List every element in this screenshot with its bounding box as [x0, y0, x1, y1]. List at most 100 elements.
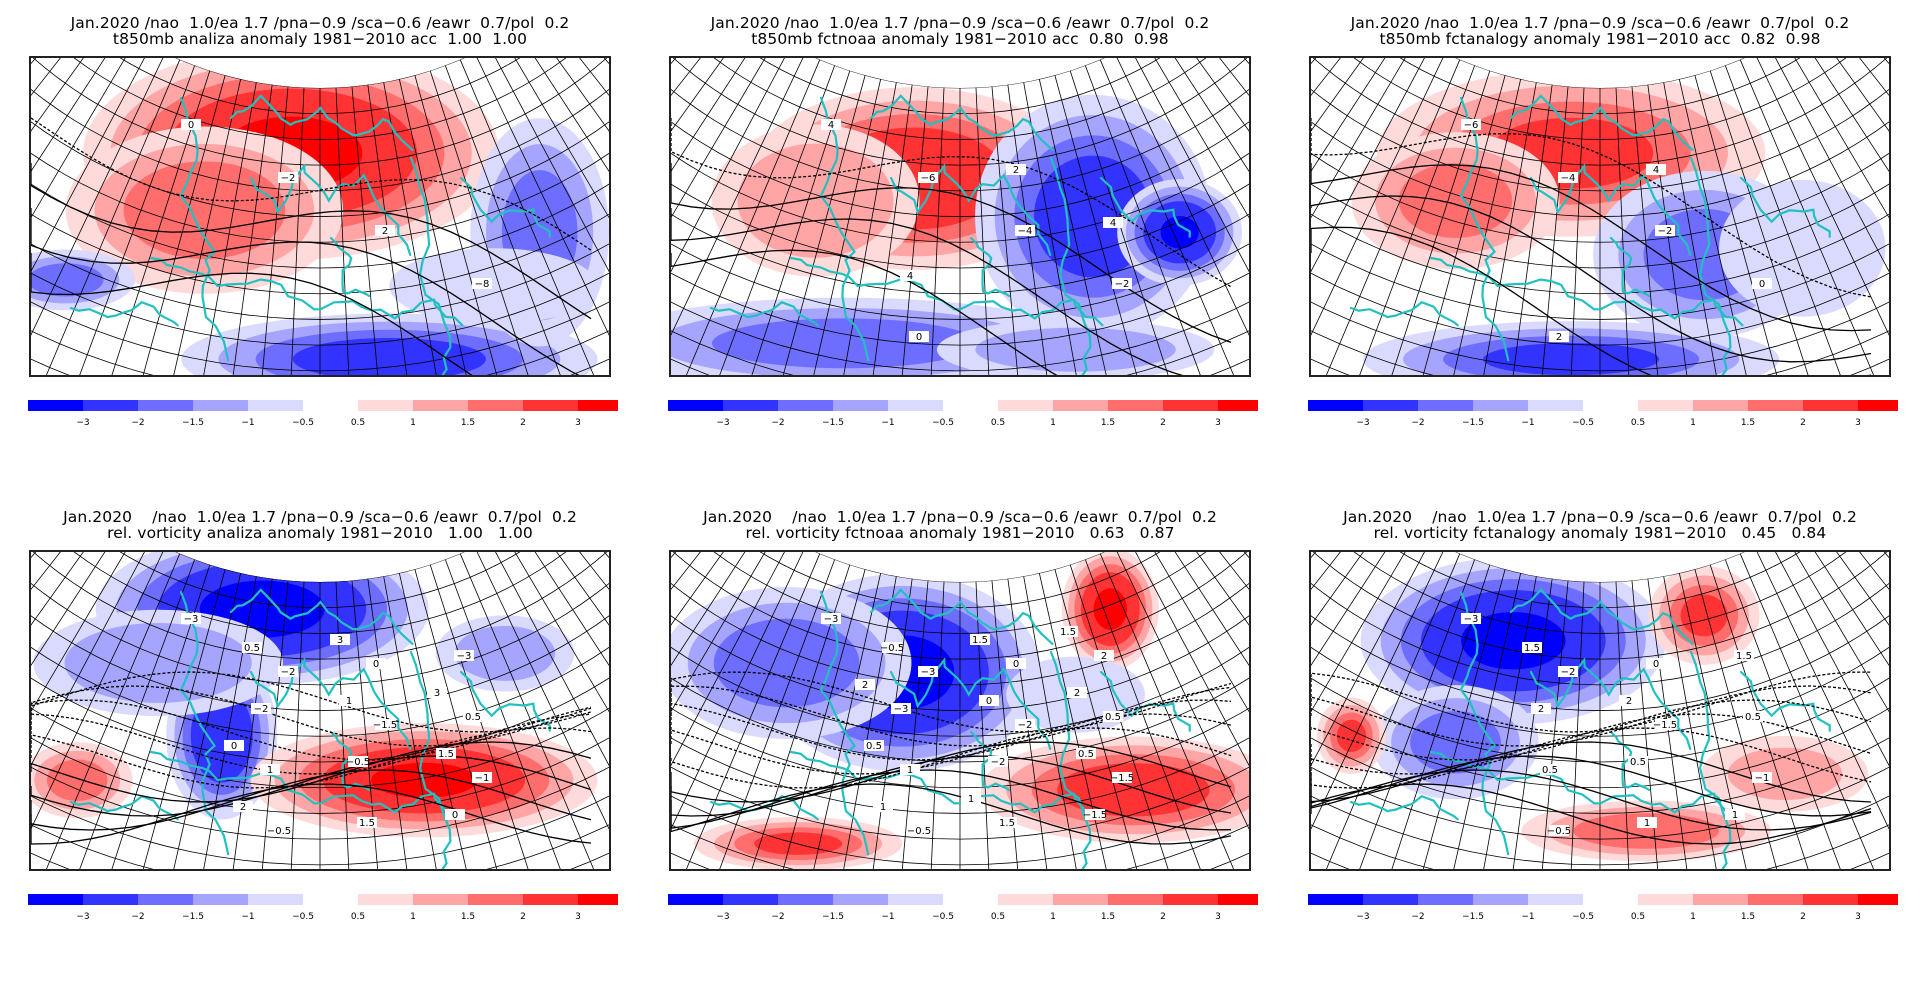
colorbar-swatch-negative	[888, 894, 943, 905]
contour-label-bg	[970, 634, 990, 645]
contour-line	[1311, 783, 1872, 845]
meridian-line	[671, 552, 738, 789]
map-domain: 0 −2 2 −8	[31, 58, 609, 375]
parallel-line	[31, 669, 609, 866]
contour-label-bg	[366, 658, 386, 669]
coastline	[1509, 94, 1694, 151]
coastline	[1739, 670, 1831, 732]
contour-label-bg	[882, 642, 902, 653]
colorbar-tick-label: 0.5	[351, 418, 365, 428]
coastline	[1349, 794, 1459, 821]
meridian-line	[1809, 552, 1889, 808]
contour-label: 2	[862, 680, 868, 691]
anomaly-contour-fill	[190, 689, 253, 783]
parallel-line	[1311, 58, 1889, 166]
contour-line	[31, 741, 592, 803]
map-domain: −3 −2 −1.5 −1 −0.5 0 0.5 1 1.5 −3 −2 −0.5 0 0.5 1 1.5 2 3…	[31, 552, 609, 869]
colorbar-swatch-positive	[1108, 894, 1163, 905]
colorbar-svg: −3 −2 −1.5 −1 −0.5 0.5 1 1.5 2 3	[1308, 894, 1898, 922]
contour-label-bg	[891, 703, 911, 714]
contour-label: −0.5	[880, 643, 904, 654]
contour-label: −1	[475, 773, 490, 784]
contour-label: −1.5	[1110, 773, 1134, 784]
panel-title: Jan.2020 /nao 1.0/ea 1.7 /pna−0.9 /sca−0…	[1350, 14, 1850, 32]
contour-label-bg	[900, 764, 920, 775]
parallel-line	[1311, 103, 1889, 269]
parallel-line	[1311, 58, 1889, 192]
contour-label-bg	[242, 642, 262, 653]
coastlines	[1349, 94, 1831, 375]
colorbar-tick-label: −1.5	[822, 418, 844, 428]
meridian-line	[1169, 58, 1249, 314]
coastline	[229, 94, 414, 151]
coastline	[249, 657, 412, 750]
contour-line	[1311, 195, 1872, 363]
coastlines	[69, 588, 551, 869]
coastline	[969, 730, 1011, 791]
contour-line	[1311, 163, 1872, 332]
meridian-line	[31, 552, 111, 808]
map-svg: −3 −2 −1.5 −1 −0.5 0 0.5 1 1.5 −3 −2 −0.5 0 0.5 1 1.5 2 3…	[31, 552, 609, 869]
meridian-line	[1169, 552, 1249, 808]
colorbar-swatch-negative	[1473, 894, 1528, 905]
contour-label: −2	[281, 173, 296, 184]
colorbar-tick-label: 1.5	[1101, 912, 1115, 922]
coastline	[1609, 236, 1651, 297]
contour-label-bg	[909, 331, 929, 342]
contour-label: −2	[1018, 720, 1033, 731]
contour-label: 1.5	[1736, 651, 1752, 662]
map-domain: −6 −4 −2 0 2 4	[1311, 58, 1889, 375]
contour-label: 2	[1556, 332, 1562, 343]
contour-label: 1.5	[972, 635, 988, 646]
parallel-line	[1341, 58, 1859, 89]
contour-label: 0.5	[866, 741, 882, 752]
colorbar-swatch-negative	[723, 400, 778, 411]
parallel-line	[671, 86, 1249, 243]
parallel-line	[31, 121, 609, 295]
map-panel-5: Jan.2020 /nao 1.0/ea 1.7 /pna−0.9 /sca−0…	[640, 494, 1280, 988]
colorbar-tick-label: 3	[1855, 912, 1861, 922]
parallel-line	[1311, 58, 1889, 140]
contour-label-bg	[918, 666, 938, 677]
contour-line	[1311, 671, 1872, 733]
colorbar-swatch-negative	[83, 894, 138, 905]
contour-label: −1.5	[1653, 720, 1677, 731]
parallel-line	[701, 58, 1219, 89]
colorbar-tick-label: −2	[131, 418, 144, 428]
colorbar-swatch-positive	[1748, 894, 1803, 905]
anomaly-contour-fill	[123, 161, 286, 259]
colorbar-swatch-negative	[193, 400, 248, 411]
contour-label-bg	[1103, 217, 1123, 228]
contour-lines	[31, 117, 592, 375]
contour-label: 0.5	[1105, 712, 1121, 723]
colorbar-swatch-positive	[1748, 400, 1803, 411]
contour-label: 0	[373, 659, 379, 670]
contour-label: 1	[1732, 810, 1738, 821]
map-frame: 4 −6 −4 −2 0 2 4 4	[669, 56, 1251, 377]
meridian-line	[1796, 552, 1889, 826]
contour-label: 2	[240, 802, 246, 813]
colorbar-swatch-negative	[668, 894, 723, 905]
contour-label: −3	[824, 614, 839, 625]
colorbar-tick-label: 1.5	[461, 912, 475, 922]
contour-label-bg	[1646, 658, 1666, 669]
coastline	[409, 650, 452, 869]
parallel-line	[1311, 580, 1889, 737]
parallel-line	[31, 68, 609, 217]
colorbar-swatch-positive	[578, 894, 618, 905]
parallel-line	[671, 58, 1249, 140]
coastlines	[1349, 588, 1831, 869]
contour-line	[31, 671, 592, 733]
contour-lines	[671, 671, 1232, 845]
colorbar-tick-label: −1.5	[1462, 418, 1484, 428]
coastline	[329, 236, 371, 297]
coastline	[229, 588, 414, 645]
parallel-line	[1311, 86, 1889, 243]
panel-subtitle: t850mb analiza anomaly 1981−2010 acc 1.0…	[112, 30, 528, 48]
contour-label-bg	[1094, 650, 1114, 661]
colorbar-swatch-positive	[1053, 400, 1108, 411]
contour-label-bg	[181, 613, 201, 624]
contour-label-bg	[1015, 225, 1035, 236]
colorbar-swatch-positive	[1638, 894, 1693, 905]
colorbar-swatch-negative	[778, 894, 833, 905]
